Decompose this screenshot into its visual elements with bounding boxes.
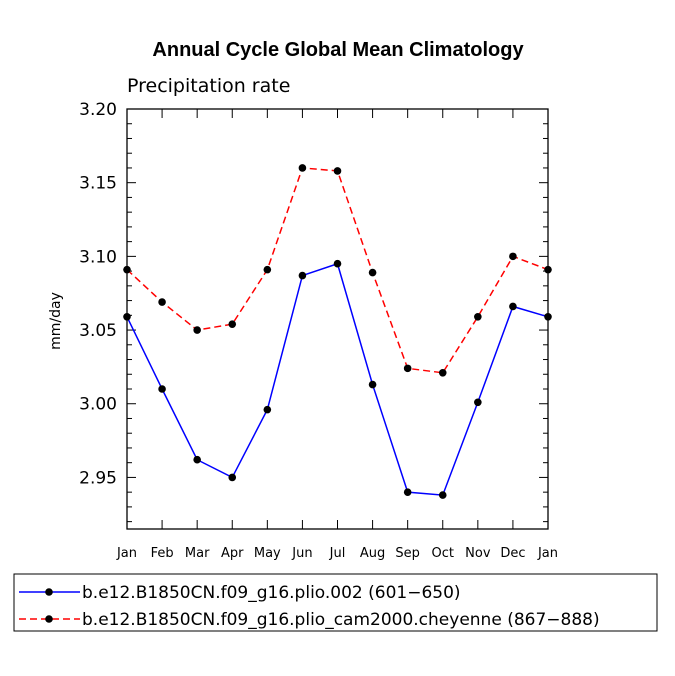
legend-marker [45,588,53,596]
x-tick-labels: Jan Feb Mar Apr May Jun Jul Aug Sep Oct Nov Dec Jan [116,546,558,561]
data-point [438,491,447,499]
series-1 [123,259,552,499]
data-point [298,164,307,172]
data-point [403,488,412,496]
x-tick-label: Sep [395,546,420,561]
chart-subtitle: Precipitation rate [127,75,290,97]
x-tick-label: Jan [537,546,558,561]
data-point [193,326,201,334]
y-axis-label: mm/day [48,292,64,350]
y-tick-label: 3.00 [79,395,117,415]
data-point [158,385,166,393]
data-point [333,259,342,268]
legend-label: b.e12.B1850CN.f09_g16.plio.002 (601−650) [82,583,461,603]
data-point [438,368,447,377]
x-tick-label: Mar [185,546,210,561]
data-point [228,320,237,328]
x-tick-label: Aug [360,546,385,561]
y-tick-label: 3.10 [79,247,117,267]
data-point [263,405,272,414]
x-tick-label: Apr [221,546,244,561]
data-point [474,312,482,321]
data-point [263,265,272,274]
y-tick-label: 3.15 [79,174,117,194]
legend-label: b.e12.B1850CN.f09_g16.plio_cam2000.cheye… [82,610,600,630]
data-point [298,271,307,280]
legend-entry-2: b.e12.B1850CN.f09_g16.plio_cam2000.cheye… [19,610,600,630]
x-tick-label: Feb [151,546,174,561]
data-point [228,473,237,482]
data-point [193,455,201,464]
data-point [474,398,482,407]
x-tick-label: Oct [432,546,454,561]
legend: b.e12.B1850CN.f09_g16.plio.002 (601−650)… [13,573,658,632]
y-tick-label: 2.95 [79,468,117,488]
series-layer [123,164,552,499]
y-tick-label: 3.05 [79,321,117,341]
x-tick-label: Dec [500,546,525,561]
chart-title: Annual Cycle Global Mean Climatology [152,39,524,61]
x-tick-label: Nov [465,546,491,561]
y-tick-labels: 3.20 3.15 3.10 3.05 3.00 2.95 [79,100,117,488]
data-point [509,252,517,261]
plot-frame [126,108,549,530]
data-point [333,167,342,175]
data-point [509,302,517,311]
data-point [368,380,377,389]
legend-box [13,573,658,632]
series-2 [123,164,552,377]
x-tick-label: Jan [116,546,137,561]
x-tick-label: Jul [329,546,346,561]
legend-entry-1: b.e12.B1850CN.f09_g16.plio.002 (601−650) [19,583,461,603]
x-tick-label: Jun [291,546,312,561]
series-line [126,262,549,496]
y-tick-label: 3.20 [79,100,117,120]
x-tick-label: May [254,546,281,561]
series-line [126,167,549,374]
legend-marker [45,615,53,623]
data-point [158,298,166,306]
data-point [368,268,377,277]
data-point [403,364,412,373]
